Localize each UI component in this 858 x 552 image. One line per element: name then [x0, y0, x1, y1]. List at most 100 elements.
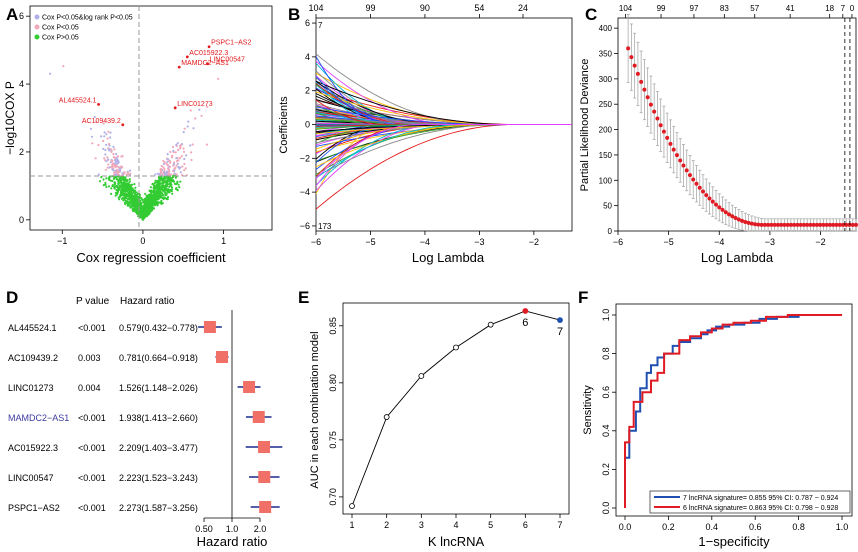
- cv-point: [831, 222, 836, 227]
- volcano-point: [139, 201, 142, 205]
- cv-point: [710, 199, 715, 204]
- volcano-point: [178, 186, 181, 189]
- forest-pvalue: 0.003: [78, 353, 101, 363]
- volcano-point: [153, 189, 156, 193]
- cv-point: [850, 222, 855, 227]
- cv-point: [639, 79, 644, 84]
- volcano-point: [179, 147, 182, 150]
- cv-point: [691, 177, 696, 182]
- cv-point: [753, 222, 758, 227]
- cv-point: [792, 222, 797, 227]
- y-tick-label: 2: [19, 147, 24, 157]
- forest-hr: 1.938(1.413−2.660): [119, 413, 198, 423]
- coefficient-path: [315, 124, 572, 187]
- cv-point: [652, 109, 657, 114]
- volcano-point: [121, 177, 124, 180]
- volcano-point: [109, 136, 112, 139]
- y-tick-label: 0: [608, 227, 613, 236]
- cv-point: [759, 222, 764, 227]
- volcano-point: [148, 194, 151, 197]
- volcano-point: [162, 160, 165, 163]
- cv-point: [704, 193, 709, 198]
- roc-curve-7: [624, 314, 842, 508]
- panel-label-c: C: [585, 5, 597, 24]
- x-tick-label: 1: [221, 236, 226, 246]
- y-tick-label: 0.75: [328, 431, 338, 449]
- volcano-point: [49, 72, 52, 75]
- volcano-point: [179, 145, 182, 148]
- volcano-point: [160, 188, 163, 191]
- cv-point: [681, 163, 686, 168]
- volcano-point: [116, 191, 119, 194]
- volcano-point: [121, 184, 124, 187]
- volcano-legend: Cox P<0.05&log rank P<0.05 Cox P<0.05 Co…: [34, 14, 133, 42]
- panel-a-ylabel: −log10COX P: [3, 81, 17, 155]
- panel-f-xlabel: 1−specificity: [698, 534, 770, 549]
- y-tick-label: 350: [599, 50, 613, 59]
- volcano-point: [169, 182, 172, 185]
- volcano-point: [142, 206, 145, 209]
- cv-point: [684, 168, 689, 173]
- volcano-point: [127, 189, 130, 192]
- volcano-point: [100, 176, 103, 179]
- volcano-point: [183, 127, 186, 130]
- y-tick-label: 100: [599, 176, 613, 185]
- volcano-point: [156, 204, 159, 207]
- volcano-point: [174, 151, 177, 154]
- volcano-point: [144, 192, 147, 195]
- volcano-point: [205, 143, 208, 146]
- gene-point: [185, 55, 189, 59]
- volcano-point: [135, 191, 138, 194]
- forest-estimate: [258, 471, 271, 483]
- volcano-point: [107, 177, 111, 180]
- volcano-point: [151, 197, 154, 200]
- auc-point-label: 7: [557, 326, 563, 338]
- forest-estimate: [259, 501, 272, 513]
- legend-dot-cox: [34, 24, 40, 30]
- cv-point: [701, 189, 705, 194]
- volcano-point: [166, 167, 170, 170]
- volcano-point: [161, 183, 164, 186]
- y-tick-label: 1.0: [601, 309, 611, 322]
- volcano-point: [187, 120, 190, 123]
- cv-point: [678, 158, 683, 163]
- volcano-point: [125, 195, 128, 198]
- volcano-point: [128, 191, 131, 194]
- volcano-point: [131, 187, 134, 190]
- volcano-point: [117, 186, 120, 189]
- volcano-point: [94, 157, 97, 160]
- x-tick-label: 4: [453, 520, 458, 530]
- volcano-point: [163, 184, 166, 187]
- volcano-point: [121, 166, 124, 169]
- volcano-point: [170, 180, 173, 183]
- volcano-point: [133, 183, 136, 186]
- cv-point: [782, 222, 787, 227]
- forest-gene: AC015922.3: [8, 443, 58, 453]
- y-tick-label: 0: [305, 120, 310, 130]
- volcano-point: [104, 181, 107, 185]
- volcano-point: [190, 158, 193, 162]
- y-tick-label: 4: [19, 79, 24, 89]
- top-tick-label: 18: [825, 4, 834, 13]
- panel-e: E 1 2 3 4 5 6 70.700.750.800.85 67 K lncRNA AU…: [298, 288, 570, 549]
- cv-point: [818, 222, 823, 227]
- volcano-point: [173, 167, 176, 170]
- volcano-point: [117, 183, 120, 186]
- volcano-point: [175, 164, 178, 167]
- cv-point: [785, 222, 790, 227]
- volcano-point: [117, 188, 121, 191]
- cv-point: [727, 212, 732, 217]
- volcano-point: [192, 127, 195, 130]
- volcano-point: [125, 178, 128, 181]
- volcano-point: [163, 172, 166, 175]
- volcano-point: [160, 164, 163, 168]
- volcano-point: [109, 131, 112, 134]
- volcano-point: [133, 209, 137, 213]
- volcano-point: [134, 207, 137, 211]
- coefficient-path: [315, 75, 572, 125]
- volcano-point: [163, 167, 166, 171]
- panel-a-axes: −1 0 1 0 2 4 6: [19, 11, 226, 246]
- volcano-point: [150, 189, 153, 192]
- volcano-point: [97, 173, 100, 176]
